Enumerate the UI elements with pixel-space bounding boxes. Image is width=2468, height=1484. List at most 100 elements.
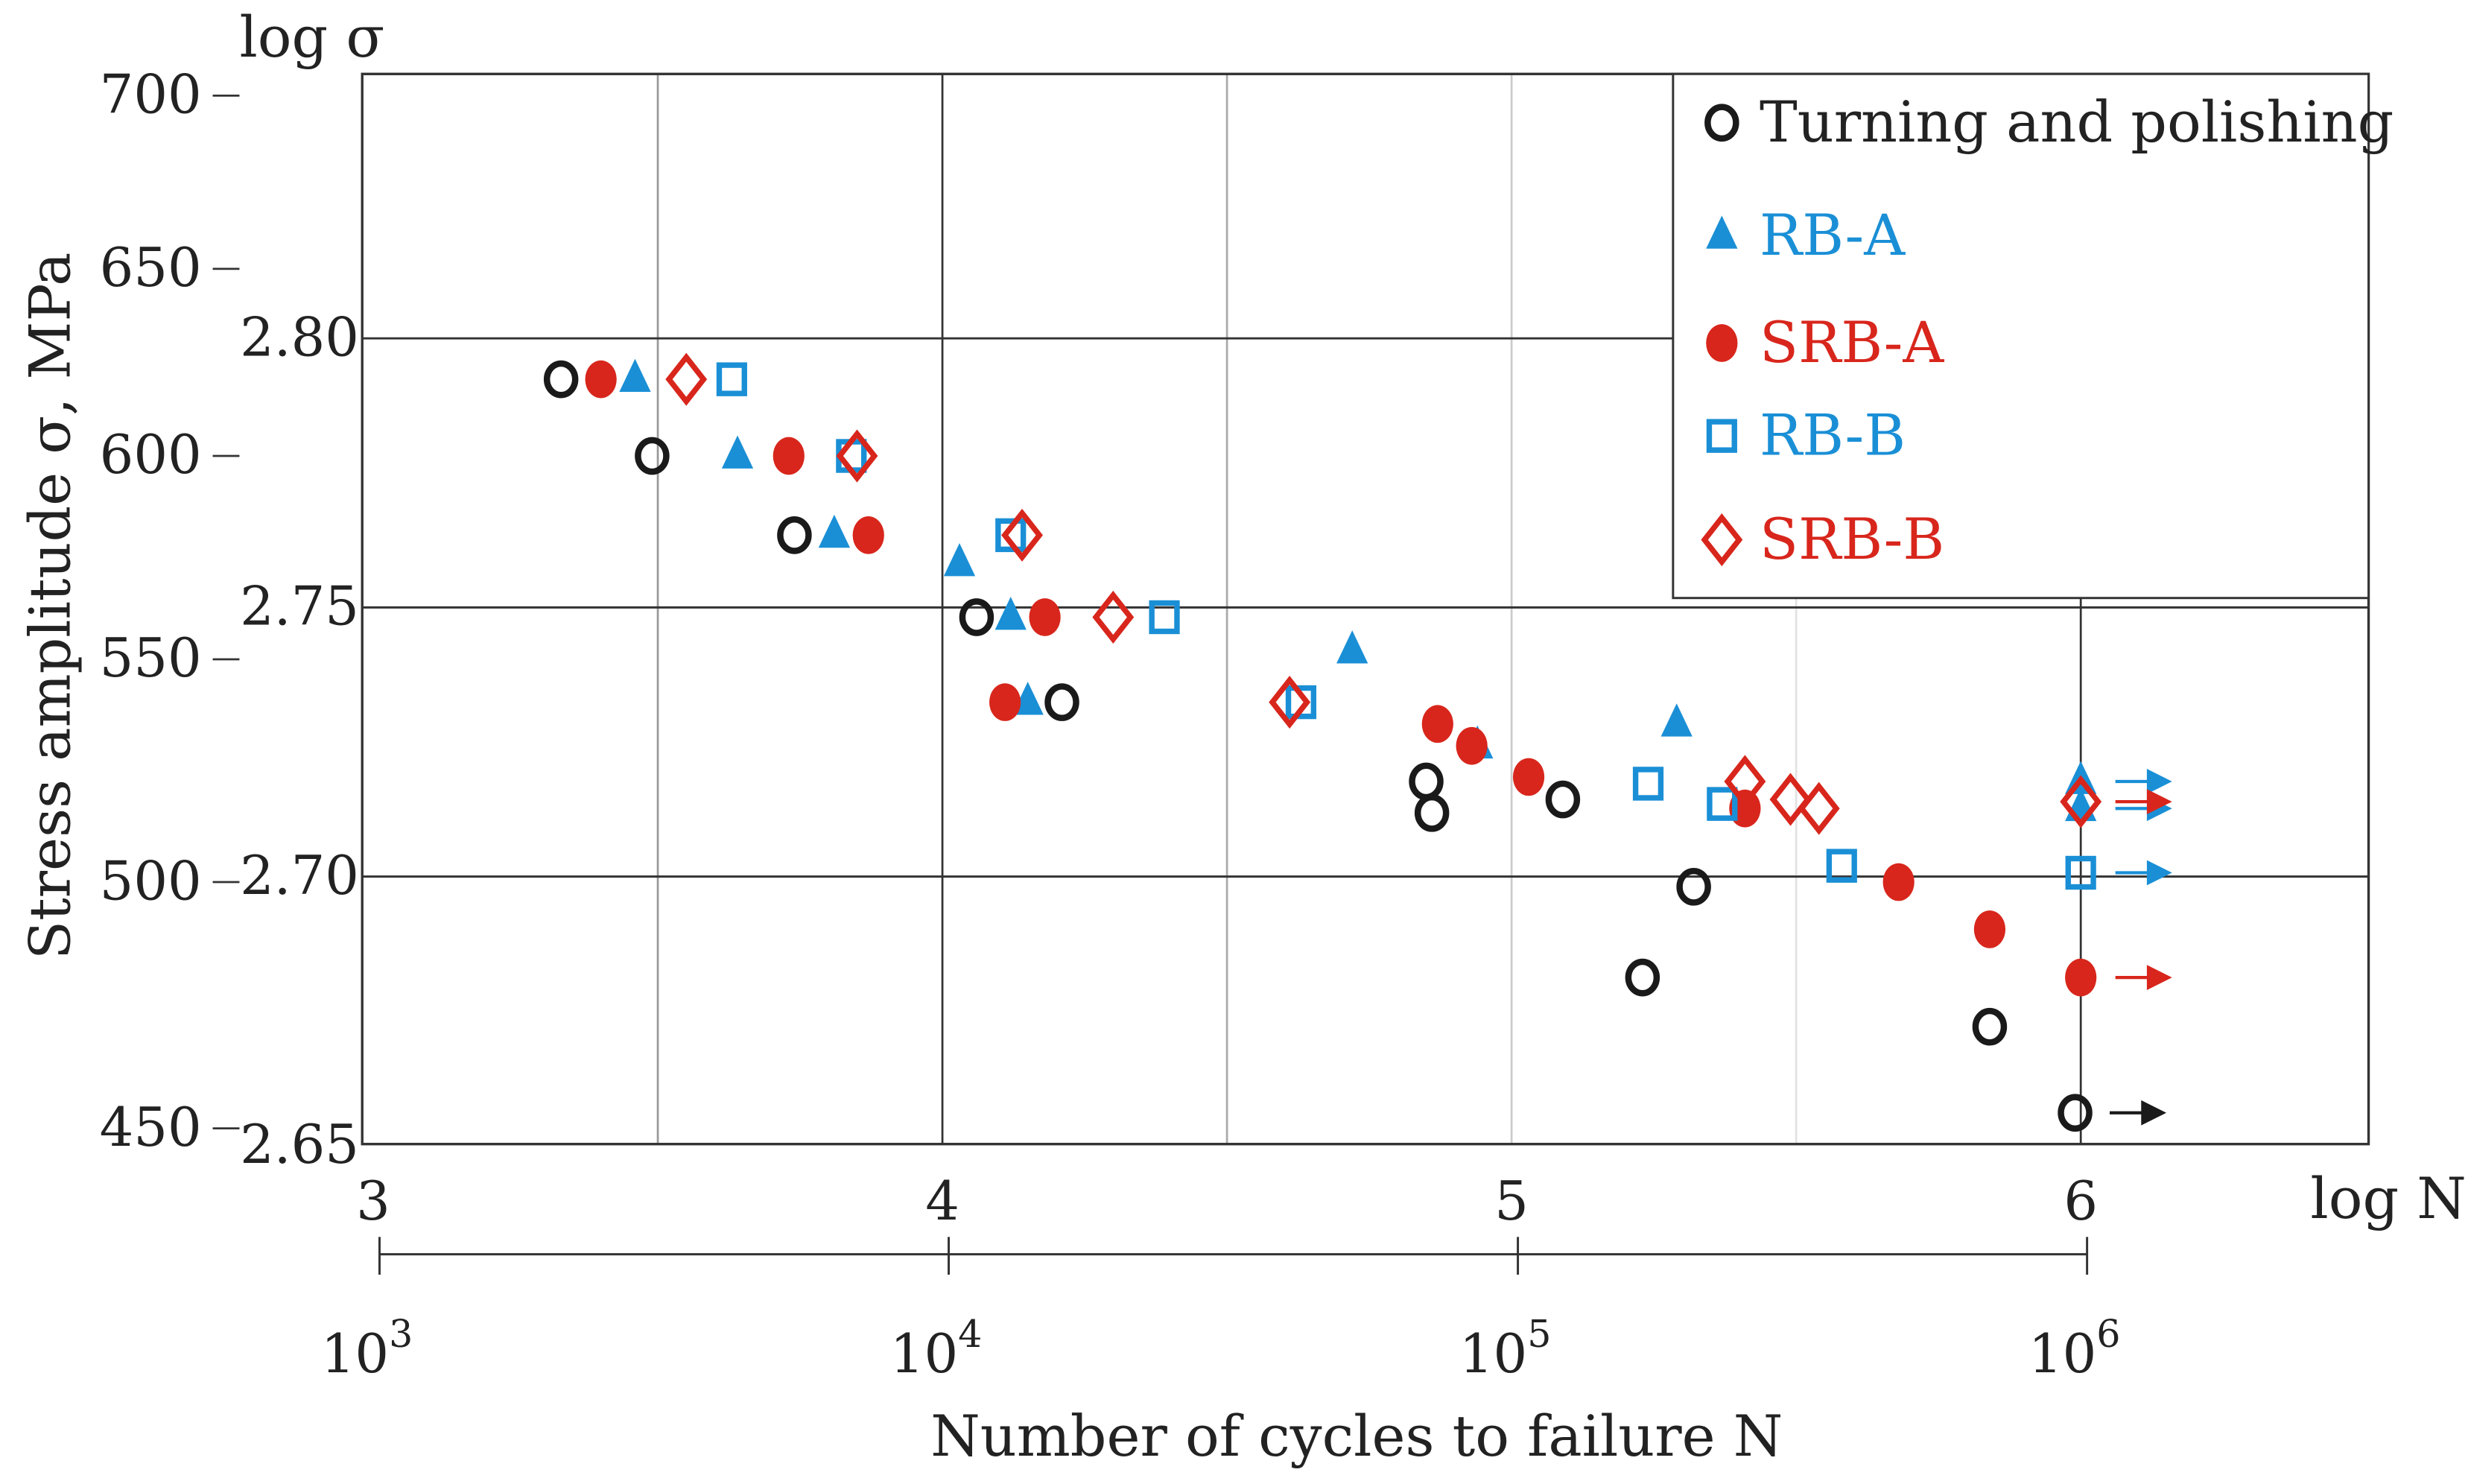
filled-triangle-marker (721, 435, 754, 469)
runout-arrow-head (2141, 1100, 2167, 1126)
legend-item: RB-B (1706, 402, 1906, 468)
open-diamond-marker (1701, 513, 1743, 567)
x-axis-title: Number of cycles to failure N (930, 1403, 1783, 1469)
y-log-tick-label: 2.80 (240, 305, 359, 368)
open-circle-marker (635, 437, 670, 475)
series-rb-b (716, 362, 2172, 890)
y-log-tick-label: 2.75 (240, 575, 359, 638)
filled-triangle-marker (619, 358, 651, 393)
open-square-marker (1826, 849, 1857, 883)
y-mpa-tick-label: 500 (100, 849, 202, 912)
open-circle-marker (543, 360, 579, 399)
legend-label: RB-A (1760, 202, 1906, 268)
open-square-marker (1706, 419, 1737, 453)
legend-label: RB-B (1760, 402, 1906, 468)
open-circle-marker (1704, 104, 1739, 142)
open-circle-marker (1625, 958, 1660, 997)
x-log-tick-label: 5 (1494, 1170, 1529, 1232)
x-decade-tick-label: 106 (2028, 1312, 2121, 1385)
legend: Turning and polishing RB-A SRB-A RB-B SRB-B (1672, 72, 2394, 600)
open-circle-marker (2058, 1094, 2093, 1132)
open-diamond-marker (2060, 775, 2102, 828)
filled-circle-marker (1882, 863, 1915, 901)
open-diamond-marker (1001, 508, 1043, 562)
runout-arrow-icon (2110, 1100, 2167, 1126)
x-decade-tick-label: 104 (890, 1312, 983, 1385)
legend-label: Turning and polishing (1760, 89, 2394, 155)
open-circle-marker (1414, 793, 1450, 832)
y-log-tick-label: 2.65 (240, 1113, 359, 1176)
filled-triangle-marker (1660, 703, 1693, 737)
open-circle-marker (1044, 683, 1079, 721)
legend-item: Turning and polishing (1704, 89, 2394, 155)
filled-circle-marker (1973, 910, 2006, 948)
legend-item: SRB-A (1706, 309, 1944, 375)
open-diamond-marker (1798, 781, 1840, 835)
open-square-marker (716, 362, 747, 396)
x-log-axis-label: log N (2310, 1165, 2466, 1231)
y-mpa-tick-label: 600 (100, 423, 202, 486)
plot-frame (361, 72, 2370, 1146)
open-diamond-marker (1092, 590, 1135, 644)
x-axes: 3 4 5 6 103 104 105 106 (321, 1170, 2121, 1385)
filled-triangle-marker (1336, 630, 1368, 664)
runout-arrow-head (2146, 860, 2172, 886)
legend-label: SRB-B (1760, 506, 1944, 572)
x-decade-tick-label: 105 (1459, 1312, 1552, 1385)
open-diamond-marker (1269, 676, 1311, 729)
runout-arrow-head (2146, 769, 2172, 794)
filled-circle-marker (852, 516, 884, 554)
open-circle-marker (777, 516, 812, 554)
open-circle-marker (1545, 780, 1581, 819)
filled-circle-marker (1456, 726, 1488, 765)
y-mpa-tick-label: 650 (100, 236, 202, 299)
data-points (543, 352, 2172, 1132)
runout-arrow-head (2146, 965, 2172, 991)
open-diamond-marker (1769, 773, 1812, 826)
runout-arrow-icon (2115, 860, 2172, 886)
x-decade-tick-label: 103 (321, 1312, 413, 1385)
legend-label: SRB-A (1760, 309, 1944, 375)
legend-item: RB-A (1706, 202, 1906, 268)
filled-circle-marker (989, 683, 1021, 721)
runout-arrow-head (2146, 789, 2172, 815)
legend-item: SRB-B (1701, 506, 1944, 572)
filled-triangle-marker (995, 597, 1027, 630)
open-square-marker (2065, 855, 2096, 890)
open-circle-marker (1409, 762, 1444, 801)
open-diamond-marker (836, 429, 878, 483)
filled-circle-marker (2065, 958, 2097, 997)
filled-circle-marker (1706, 324, 1738, 362)
open-diamond-marker (1724, 755, 1766, 808)
x-log-tick-label: 4 (925, 1170, 959, 1232)
y-mpa-tick-label: 700 (100, 63, 202, 126)
x-log-tick-label: 6 (2063, 1170, 2098, 1232)
runout-arrow-icon (2115, 965, 2172, 991)
y-log-tick-label: 2.70 (240, 844, 359, 907)
filled-circle-marker (773, 437, 805, 475)
filled-circle-marker (1029, 598, 1061, 636)
open-diamond-marker (665, 352, 708, 406)
x-log-tick-label: 3 (356, 1170, 390, 1232)
filled-circle-marker (1512, 758, 1545, 796)
runout-arrow-icon (2115, 769, 2172, 794)
open-square-marker (1149, 600, 1180, 635)
open-square-marker (1285, 685, 1317, 720)
open-square-marker (1707, 787, 1738, 821)
filled-triangle-marker (1706, 215, 1738, 249)
filled-triangle-marker (943, 543, 976, 577)
y-mpa-tick-label: 550 (100, 627, 202, 689)
series-srb-b (665, 352, 2172, 835)
open-circle-marker (1972, 1007, 2008, 1046)
open-circle-marker (1676, 867, 1711, 906)
filled-circle-marker (585, 360, 617, 399)
y-log-axis-label: log σ (239, 4, 384, 70)
legend-box (1672, 72, 2370, 600)
y-mpa-tick-label: 450 (100, 1096, 202, 1158)
runout-arrow-icon (2115, 789, 2172, 815)
y-axes: 700 650 600 550 500 450 2.80 2.75 2.70 2.65 (100, 63, 359, 1176)
filled-circle-marker (1421, 705, 1453, 743)
y-axis-title: Stress amplitude σ, MPa (16, 253, 83, 960)
filled-triangle-marker (818, 514, 851, 548)
